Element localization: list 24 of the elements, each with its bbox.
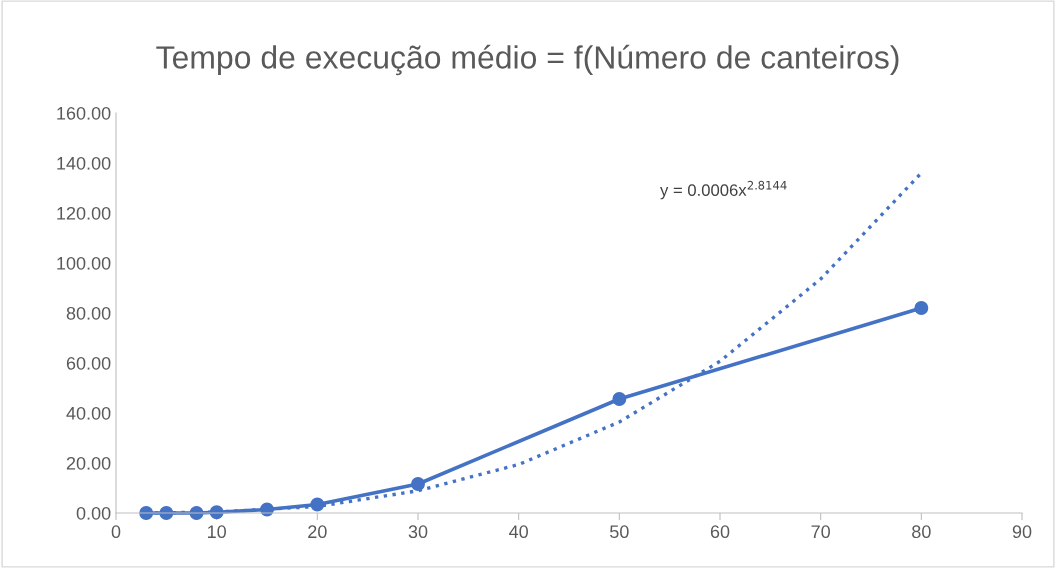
x-tick-label: 40 bbox=[509, 525, 528, 539]
y-tick-label: 120.00 bbox=[57, 206, 111, 220]
x-tick-label: 80 bbox=[912, 525, 931, 539]
y-tick-label: 20.00 bbox=[66, 456, 111, 470]
y-tick-label: 160.00 bbox=[57, 106, 111, 120]
point bbox=[914, 301, 929, 315]
chart-title: Tempo de execução médio = f(Número de canteiros) bbox=[156, 44, 899, 76]
y-tick-label: 60.00 bbox=[66, 356, 111, 370]
x-tick-label: 10 bbox=[208, 525, 226, 539]
x-tick-label: 50 bbox=[610, 525, 629, 539]
point bbox=[411, 477, 425, 491]
x-tick-label: 30 bbox=[408, 525, 428, 539]
y-tick-label: 40.00 bbox=[66, 406, 111, 420]
x-tick-label: 60 bbox=[710, 525, 730, 539]
y-tick-label: 0.00 bbox=[76, 506, 111, 520]
x-tick-label: 90 bbox=[1012, 525, 1032, 539]
x-tick-label: 0 bbox=[111, 525, 121, 539]
point bbox=[612, 392, 627, 406]
x-tick-label: 20 bbox=[308, 525, 327, 539]
y-tick-label: 80.00 bbox=[66, 306, 111, 320]
y-tick-label: 140.00 bbox=[57, 156, 111, 170]
y-tick-label: 100.00 bbox=[57, 256, 111, 270]
x-tick-label: 70 bbox=[811, 525, 830, 539]
annotation: y = 0.0006x$^{2.8144}$ bbox=[660, 180, 787, 200]
